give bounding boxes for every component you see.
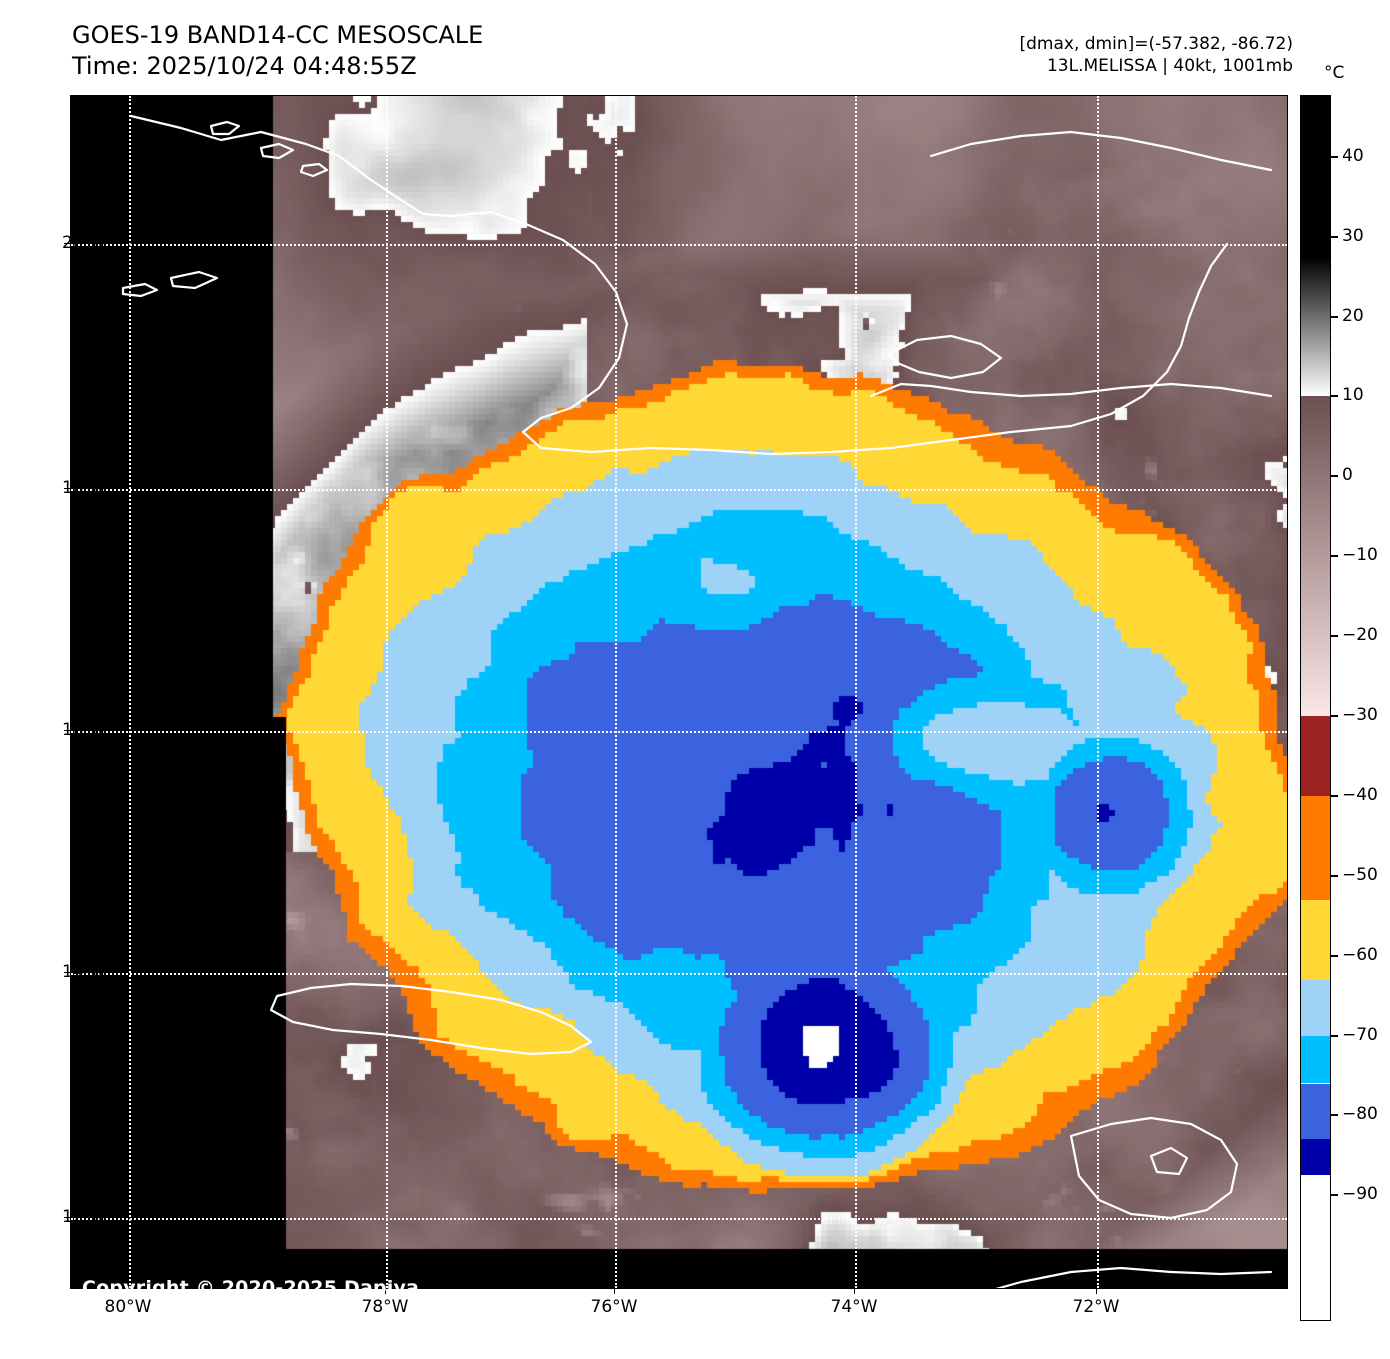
- coastline-path: [209, 120, 241, 136]
- coastline-path: [995, 1266, 1173, 1288]
- y-axis-tick: [64, 730, 70, 731]
- colorbar-segment-yellow: [1301, 899, 1330, 980]
- colorbar-segment-mauve-ramp: [1301, 396, 1330, 716]
- coastline-path: [887, 334, 1003, 380]
- coastline-path: [869, 382, 933, 398]
- colorbar-tick: [1331, 1194, 1338, 1197]
- coastline-path: [929, 130, 1273, 172]
- colorbar-unit-label: °C: [1324, 63, 1345, 83]
- coastline-path: [299, 162, 329, 178]
- graticule-meridian: [129, 96, 131, 1288]
- graticule-overlay: [71, 96, 1287, 1288]
- colorbar-tick-label: 30: [1342, 225, 1364, 246]
- colorbar-segment-royal-blue: [1301, 1083, 1330, 1140]
- annotation-block: [dmax, dmin]=(-57.382, -86.72) 13L.MELIS…: [1020, 33, 1294, 77]
- coastline-path: [1169, 1270, 1273, 1276]
- x-axis-tick: [128, 1288, 129, 1294]
- colorbar-segment-orange: [1301, 795, 1330, 900]
- colorbar-tick: [1331, 475, 1338, 478]
- colorbar-tick: [1331, 555, 1338, 558]
- colorbar-tick: [1331, 874, 1338, 877]
- colorbar-tick: [1331, 794, 1338, 797]
- coastline-path: [1149, 1146, 1189, 1176]
- colorbar-segment-light-blue: [1301, 979, 1330, 1036]
- x-axis-tick: [385, 1288, 386, 1294]
- colorbar-tick-label: −80: [1342, 1104, 1378, 1125]
- copyright-label: Copyright © 2020-2025 Dapiya: [82, 1277, 420, 1299]
- x-axis-tick-label: 76°W: [590, 1297, 638, 1317]
- coastline-path: [129, 114, 1073, 456]
- colorbar-tick-label: −70: [1342, 1024, 1378, 1045]
- coastline-path: [929, 382, 1273, 398]
- x-axis-tick: [614, 1288, 615, 1294]
- graticule-meridian: [615, 96, 617, 1288]
- graticule-parallel: [71, 1218, 1287, 1220]
- colorbar-segment-warm-black: [1301, 96, 1330, 257]
- colorbar-tick-label: −90: [1342, 1184, 1378, 1205]
- coastline-path: [121, 282, 159, 298]
- colorbar-tick: [1331, 1034, 1338, 1037]
- colorbar-tick: [1331, 1114, 1338, 1117]
- colorbar-tick: [1331, 395, 1338, 398]
- satellite-map[interactable]: [70, 95, 1288, 1289]
- graticule-parallel: [71, 731, 1287, 733]
- graticule-parallel: [71, 244, 1287, 246]
- colorbar-tick-label: −40: [1342, 784, 1378, 805]
- timestamp-label: Time: 2025/10/24 04:48:55Z: [72, 52, 417, 81]
- title-block: GOES-19 BAND14-CC MESOSCALE Time: 2025/1…: [72, 20, 483, 82]
- colorbar[interactable]: [1300, 95, 1331, 1321]
- x-axis-tick: [854, 1288, 855, 1294]
- colorbar-tick-label: 40: [1342, 145, 1364, 166]
- y-axis-tick: [64, 243, 70, 244]
- graticule-meridian: [1097, 96, 1099, 1288]
- storm-info-label: 13L.MELISSA | 40kt, 1001mb: [1046, 56, 1293, 77]
- satellite-imagery-canvas: [71, 96, 1287, 1288]
- colorbar-tick: [1331, 714, 1338, 717]
- colorbar-segment-navy: [1301, 1139, 1330, 1176]
- coastline-path: [259, 142, 295, 160]
- graticule-parallel: [71, 489, 1287, 491]
- graticule-meridian: [855, 96, 857, 1288]
- colorbar-tick-label: −10: [1342, 545, 1378, 566]
- x-axis-tick-label: 72°W: [1072, 1297, 1120, 1317]
- x-axis-tick-label: 78°W: [361, 1297, 409, 1317]
- colorbar-tick-label: 0: [1342, 465, 1353, 486]
- colorbar-segment-white-coldest: [1301, 1175, 1330, 1320]
- colorbar-segment-grayscale-ramp: [1301, 256, 1330, 397]
- x-axis-tick-label: 74°W: [830, 1297, 878, 1317]
- colorbar-segment-dark-red: [1301, 715, 1330, 796]
- data-minmax-label: [dmax, dmin]=(-57.382, -86.72): [1019, 34, 1294, 54]
- coastline-path: [169, 270, 219, 290]
- page-title: GOES-19 BAND14-CC MESOSCALE: [72, 21, 484, 49]
- graticule-meridian: [386, 96, 388, 1288]
- colorbar-tick: [1331, 315, 1338, 318]
- y-axis-tick: [64, 1217, 70, 1218]
- colorbar-tick-labels: 40 30 20 10 0 −10 −20 −30 −40 −50 −60 −70 −80 −90: [1331, 95, 1389, 1321]
- coastline-path: [269, 982, 593, 1056]
- x-axis-tick-label: 80°W: [104, 1297, 152, 1317]
- y-axis-tick: [64, 972, 70, 973]
- colorbar-segment-cyan: [1301, 1035, 1330, 1084]
- coastline-path: [1069, 242, 1229, 428]
- colorbar-tick: [1331, 155, 1338, 158]
- colorbar-tick-label: −20: [1342, 625, 1378, 646]
- colorbar-tick-label: 10: [1342, 385, 1364, 406]
- x-axis-tick: [1096, 1288, 1097, 1294]
- colorbar-tick: [1331, 954, 1338, 957]
- graticule-parallel: [71, 973, 1287, 975]
- colorbar-tick: [1331, 235, 1338, 238]
- colorbar-tick-label: −50: [1342, 864, 1378, 885]
- coastline-overlay: [121, 114, 1273, 1288]
- colorbar-tick: [1331, 635, 1338, 638]
- colorbar-tick-label: 20: [1342, 305, 1364, 326]
- colorbar-tick-label: −30: [1342, 704, 1378, 725]
- y-axis-tick: [64, 488, 70, 489]
- coastline-path: [1069, 1116, 1239, 1220]
- colorbar-tick-label: −60: [1342, 944, 1378, 965]
